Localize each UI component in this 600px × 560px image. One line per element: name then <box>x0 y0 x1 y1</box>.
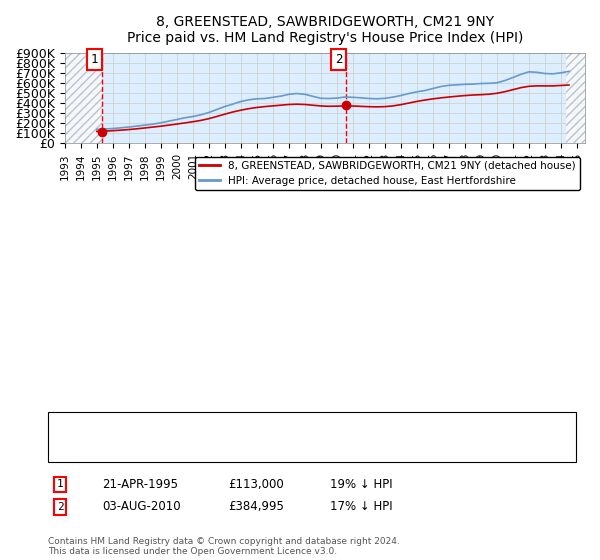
Text: 1: 1 <box>91 53 98 66</box>
Bar <box>566 53 585 143</box>
Text: ——  HPI: Average price, detached house, East Hertfordshire: —— HPI: Average price, detached house, E… <box>72 445 387 455</box>
Text: 19% ↓ HPI: 19% ↓ HPI <box>330 478 392 491</box>
Text: £113,000: £113,000 <box>228 478 284 491</box>
Text: 1: 1 <box>56 479 64 489</box>
Text: 03-AUG-2010: 03-AUG-2010 <box>102 500 181 514</box>
Text: 2: 2 <box>56 502 64 512</box>
Text: 17% ↓ HPI: 17% ↓ HPI <box>330 500 392 514</box>
Text: 21-APR-1995: 21-APR-1995 <box>102 478 178 491</box>
Bar <box>65 53 102 143</box>
Text: £384,995: £384,995 <box>228 500 284 514</box>
Text: Contains HM Land Registry data © Crown copyright and database right 2024.: Contains HM Land Registry data © Crown c… <box>48 537 400 546</box>
Text: ——  8, GREENSTEAD, SAWBRIDGEWORTH, CM21 9NY (detached house): —— 8, GREENSTEAD, SAWBRIDGEWORTH, CM21 9… <box>72 424 447 434</box>
Legend: 8, GREENSTEAD, SAWBRIDGEWORTH, CM21 9NY (detached house), HPI: Average price, de: 8, GREENSTEAD, SAWBRIDGEWORTH, CM21 9NY … <box>194 157 580 190</box>
Bar <box>65 53 102 143</box>
Bar <box>566 53 585 143</box>
Text: 2: 2 <box>335 53 343 66</box>
Text: This data is licensed under the Open Government Licence v3.0.: This data is licensed under the Open Gov… <box>48 547 337 556</box>
Title: 8, GREENSTEAD, SAWBRIDGEWORTH, CM21 9NY
Price paid vs. HM Land Registry's House : 8, GREENSTEAD, SAWBRIDGEWORTH, CM21 9NY … <box>127 15 523 45</box>
